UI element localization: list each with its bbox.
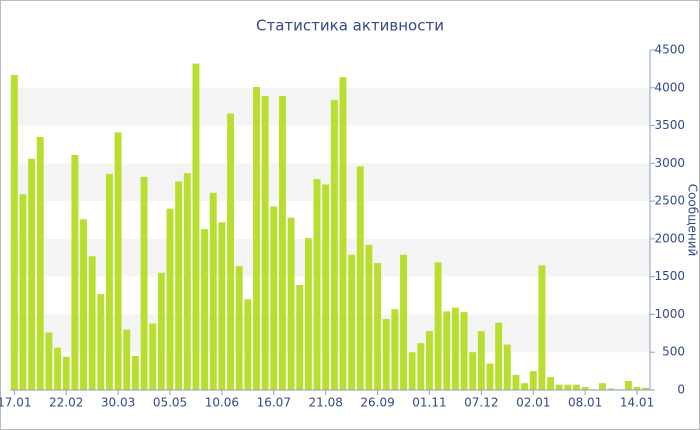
x-tick-label: 16.07 [257,396,291,410]
bar [573,384,580,390]
bar [261,96,269,390]
bar [607,388,615,390]
bar [270,206,278,390]
bar [209,192,217,390]
bar [330,99,338,390]
bar [434,262,442,390]
bar [443,311,451,390]
bar [166,208,174,390]
bar [296,284,304,390]
bar [235,266,243,390]
bar [564,384,572,390]
bar [201,229,209,390]
y-tick-label: 3000 [654,156,685,170]
bar [123,329,131,390]
x-tick-label: 17.01 [0,396,32,410]
bar [642,387,650,390]
bar [80,219,87,390]
bar [374,263,382,390]
y-tick-label: 3500 [654,118,685,132]
bar [624,380,632,390]
bar [106,173,113,390]
bar [538,265,546,390]
grid-band [10,87,650,126]
bar [633,386,641,390]
x-tick-label: 30.03 [101,396,135,410]
bar [97,294,105,390]
x-tick-label: 14.01 [620,396,654,410]
bar [391,309,399,390]
y-tick-label: 1500 [654,269,685,283]
bar [304,238,312,390]
y-tick-label: 1000 [654,307,685,321]
bar [131,356,139,390]
bar [598,383,606,390]
x-tick-label: 08.01 [568,396,602,410]
bar [227,113,234,390]
bar [356,166,364,390]
bar [149,323,157,390]
bar [54,347,62,390]
bar [253,87,260,391]
chart-title: Статистика активности [256,17,444,35]
bar [244,299,252,390]
bar [140,176,148,390]
bar [88,256,96,390]
bar [19,194,27,390]
bar [313,179,321,390]
bar [521,383,529,390]
bar [417,343,425,390]
bar [503,344,511,390]
y-axis-label: Сообщений [686,184,700,257]
bar [400,254,407,390]
bar [477,331,485,390]
bar [278,96,286,390]
x-tick-label: 05.05 [153,396,187,410]
x-tick-label: 21.08 [308,396,342,410]
x-tick-label: 07.12 [464,396,498,410]
x-tick-label: 01.11 [412,396,446,410]
bar [10,74,18,390]
bar [218,222,226,390]
bar [28,158,36,390]
y-tick-label: 0 [677,383,685,397]
bar [486,363,494,390]
x-tick-label: 02.01 [516,396,550,410]
bar [45,332,53,390]
bar [71,155,79,390]
bar [555,384,563,390]
bar [114,132,122,390]
bar [287,217,295,390]
bar [547,377,554,390]
bar [451,307,459,390]
x-tick-label: 10.06 [205,396,239,410]
y-tick-label: 500 [662,345,685,359]
bar [495,322,503,390]
bar [408,352,416,390]
bar [183,173,191,390]
y-tick-label: 2000 [654,231,685,245]
x-tick-label: 22.02 [49,396,83,410]
bar [365,244,373,390]
bar [529,371,537,390]
x-tick-label: 26.09 [360,396,394,410]
bar [426,331,433,390]
bar [322,184,330,390]
bar [157,272,165,390]
bar [339,77,347,390]
y-tick-label: 4000 [654,80,685,94]
y-tick-label: 2500 [654,194,685,208]
bar [175,181,183,390]
bar [36,136,44,390]
y-tick-label: 4500 [654,43,685,57]
bar [192,63,200,390]
bar [512,374,520,390]
bar [581,386,589,390]
bar [62,356,70,390]
bar [460,312,468,390]
bar [469,352,477,390]
bar [348,254,356,390]
bar [382,318,390,390]
